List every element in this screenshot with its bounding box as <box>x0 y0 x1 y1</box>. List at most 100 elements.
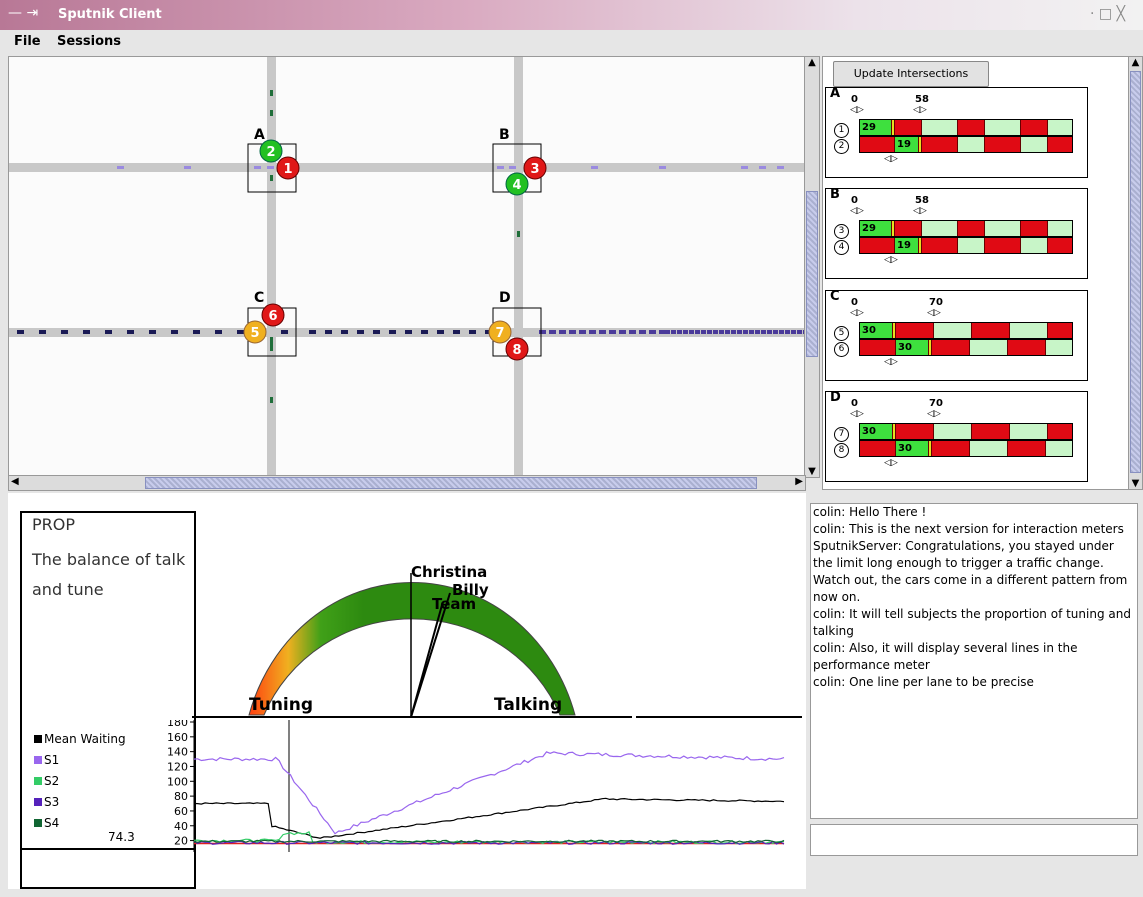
menu-bar: File Sessions <box>0 30 1143 54</box>
queued-car <box>357 330 364 334</box>
green-phase: 19 <box>895 137 919 152</box>
queued-car <box>713 330 718 334</box>
map-canvas: A B C D 2 1 3 4 6 5 7 8 <box>9 57 809 477</box>
side-vertical-scrollbar[interactable]: ▲ ▼ <box>1128 56 1143 490</box>
signal-strip[interactable]: 29 <box>859 119 1073 136</box>
queued-car <box>701 330 706 334</box>
scroll-down-icon[interactable]: ▼ <box>808 466 816 477</box>
slider-handle-icon[interactable]: ◁▷ <box>884 154 898 164</box>
car-marker[interactable]: 1 <box>276 156 300 180</box>
queued-car <box>737 330 742 334</box>
window-menu-icon[interactable]: — ⇥ <box>8 5 39 21</box>
scroll-thumb[interactable] <box>145 477 757 489</box>
slider-handle-icon[interactable]: ◁▷ <box>884 255 898 265</box>
queued-car <box>761 330 766 334</box>
slider-handle-icon[interactable]: ◁▷ <box>850 105 864 115</box>
car-marker[interactable]: 6 <box>261 303 285 327</box>
needle-team <box>410 604 443 718</box>
prop-title: PROP <box>32 515 76 534</box>
chat-input[interactable] <box>810 824 1138 856</box>
queued-car <box>405 330 412 334</box>
tuning-label: Tuning <box>249 695 313 715</box>
green-phase: 19 <box>895 238 919 253</box>
balance-meter: Christina Billy Team Tuning Talking <box>192 563 802 718</box>
slider-handle-icon[interactable]: ◁▷ <box>913 206 927 216</box>
signal-strip[interactable]: 30 <box>859 339 1073 356</box>
queued-car <box>665 330 670 334</box>
queued-car <box>39 330 46 334</box>
queued-car <box>325 330 332 334</box>
car-number: 7 <box>495 326 504 341</box>
intersection-label-d: D <box>499 290 511 306</box>
scroll-thumb[interactable] <box>1130 71 1141 473</box>
car-marker[interactable]: 3 <box>523 156 547 180</box>
car-marker[interactable]: 4 <box>505 172 529 196</box>
menu-file[interactable]: File <box>14 34 41 49</box>
slider-handle-icon[interactable]: ◁▷ <box>884 458 898 468</box>
scroll-left-icon[interactable]: ◀ <box>11 476 19 487</box>
slider-handle-icon[interactable]: ◁▷ <box>913 105 927 115</box>
map-horizontal-scrollbar[interactable]: ◀ ▶ <box>8 475 806 491</box>
intersection-schedule-a: A 0 58 ◁▷ ◁▷ 1 29 2 19 ◁▷ <box>825 86 1088 178</box>
tick-start: 0 <box>851 398 858 409</box>
current-value: 74.3 <box>108 830 135 844</box>
car-marker[interactable]: 8 <box>505 337 529 361</box>
y-tick-label: 180 <box>167 720 188 729</box>
queued-car <box>719 330 724 334</box>
car-number: 1 <box>283 162 292 177</box>
queued-car <box>421 330 428 334</box>
window-controls[interactable]: · □ ╳ <box>1090 6 1126 22</box>
car-marker[interactable]: 5 <box>243 320 267 344</box>
y-tick-label: 80 <box>174 790 188 803</box>
menu-sessions[interactable]: Sessions <box>57 34 122 49</box>
signal-strip[interactable]: 30 <box>859 423 1073 440</box>
chat-message: colin: This is the next version for inte… <box>813 522 1124 536</box>
queued-car <box>83 330 90 334</box>
y-tick-label: 140 <box>167 746 188 759</box>
slider-handle-icon[interactable]: ◁▷ <box>884 357 898 367</box>
signal-strip[interactable]: 19 <box>859 136 1073 153</box>
y-tick-label: 160 <box>167 731 188 744</box>
intersection-schedule-d: D 0 70 ◁▷ ◁▷ 7 30 8 30 ◁▷ <box>825 390 1088 482</box>
car-number: 5 <box>250 326 259 341</box>
queued-car <box>549 330 556 334</box>
scroll-down-icon[interactable]: ▼ <box>1131 478 1140 489</box>
window-title: Sputnik Client <box>58 7 162 22</box>
tick-cycle: 58 <box>915 94 929 105</box>
queued-car <box>779 330 784 334</box>
lane-number: 7 <box>834 427 849 442</box>
chat-message: colin: It will tell subjects the proport… <box>813 607 1131 638</box>
chat-log[interactable]: colin: Hello There ! colin: This is the … <box>810 503 1138 819</box>
update-intersections-button[interactable]: Update Intersections <box>833 61 989 87</box>
signal-strip[interactable]: 30 <box>859 440 1073 457</box>
queued-car <box>773 330 778 334</box>
slider-handle-icon[interactable]: ◁▷ <box>927 308 941 318</box>
queued-car <box>689 330 694 334</box>
slider-handle-icon[interactable]: ◁▷ <box>927 409 941 419</box>
map-vertical-scrollbar[interactable]: ▲ ▼ <box>804 56 820 478</box>
green-phase: 29 <box>860 120 892 135</box>
scroll-up-icon[interactable]: ▲ <box>1131 57 1140 68</box>
scroll-up-icon[interactable]: ▲ <box>808 57 816 68</box>
tick-start: 0 <box>851 195 858 206</box>
queued-car <box>61 330 68 334</box>
green-phase: 30 <box>896 340 929 355</box>
car-marker[interactable]: 2 <box>259 139 283 163</box>
intersection-schedule-c: C 0 70 ◁▷ ◁▷ 5 30 6 30 ◁▷ <box>825 289 1088 381</box>
slider-handle-icon[interactable]: ◁▷ <box>850 409 864 419</box>
y-tick-label: 120 <box>167 760 188 773</box>
scroll-thumb[interactable] <box>806 191 818 357</box>
slider-handle-icon[interactable]: ◁▷ <box>850 206 864 216</box>
y-tick-label: 60 <box>174 805 188 818</box>
queued-car <box>539 330 546 334</box>
signal-strip[interactable]: 29 <box>859 220 1073 237</box>
car-marker[interactable]: 7 <box>488 320 512 344</box>
series-line-0 <box>193 797 785 839</box>
signal-strip[interactable]: 19 <box>859 237 1073 254</box>
scroll-right-icon[interactable]: ▶ <box>795 476 803 487</box>
schedule-label: B <box>830 187 840 202</box>
traffic-map[interactable]: A B C D 2 1 3 4 6 5 7 8 <box>8 56 810 478</box>
slider-handle-icon[interactable]: ◁▷ <box>850 308 864 318</box>
queued-car <box>791 330 796 334</box>
signal-strip[interactable]: 30 <box>859 322 1073 339</box>
